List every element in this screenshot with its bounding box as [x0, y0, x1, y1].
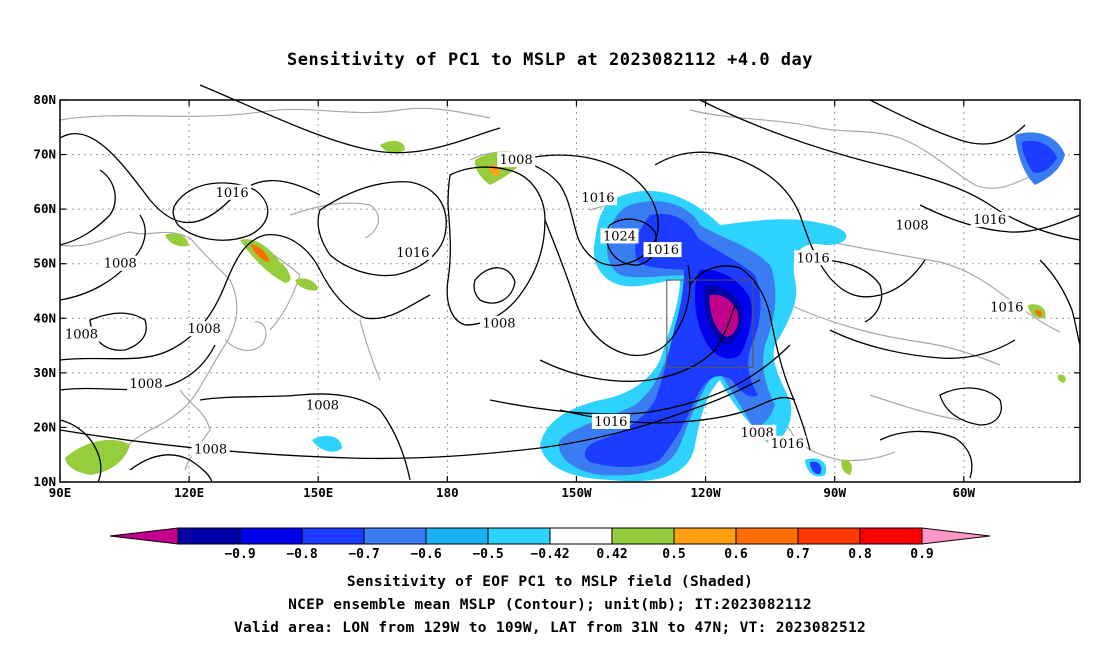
contour-label: 1016	[591, 413, 630, 430]
lon-tick-label: 150W	[561, 485, 592, 500]
svg-text:1008: 1008	[65, 328, 98, 343]
colorbar-box	[177, 527, 241, 545]
map-frame	[59, 99, 1081, 483]
contour-label: 1008	[497, 152, 536, 168]
svg-text:1016: 1016	[396, 246, 429, 261]
colorbar-box	[611, 527, 675, 545]
colorbar-max-triangle	[921, 527, 991, 545]
svg-text:1008: 1008	[500, 153, 533, 168]
svg-text:1016: 1016	[990, 300, 1023, 315]
colorbar-label: −0.8	[286, 547, 317, 562]
colorbar-box	[487, 527, 551, 545]
lat-tick-label: 10N	[33, 474, 56, 489]
colorbar-label: −0.7	[348, 547, 379, 562]
lat-tick-label: 20N	[33, 419, 56, 434]
svg-text:1016: 1016	[973, 213, 1006, 228]
lon-tick-label: 60W	[953, 485, 976, 500]
lon-tick-label: 150E	[303, 485, 333, 500]
contour-label: 1016	[213, 184, 252, 201]
colorbar-label: −0.5	[472, 547, 503, 562]
contour-label: 1016	[578, 190, 617, 206]
contour-label: 1008	[479, 315, 518, 332]
valid-area-box	[666, 279, 754, 368]
colorbar-box	[549, 527, 613, 545]
svg-text:1016: 1016	[771, 437, 804, 452]
caption-line-3: Valid area: LON from 129W to 109W, LAT f…	[233, 620, 867, 636]
colorbar-box	[363, 527, 427, 545]
colorbar-label: 0.9	[910, 547, 933, 562]
contour-label: 1008	[185, 321, 224, 337]
coastlines	[59, 107, 1061, 471]
lat-tick-label: 50N	[33, 256, 56, 271]
lon-tick-label: 90E	[49, 485, 72, 500]
plot-title: Sensitivity of PC1 to MSLP at 2023082112…	[286, 50, 813, 70]
contour-label: 1008	[893, 217, 932, 234]
lat-tick-label: 80N	[33, 92, 56, 107]
colorbar-label: 0.8	[848, 547, 872, 562]
lon-tick-label: 90W	[823, 485, 846, 500]
colorbar-label: 0.6	[724, 547, 748, 562]
colorbar-labels: −0.9 −0.8 −0.7 −0.6 −0.5 −0.42 0.42 0.5 0.6 0.7 0.…	[224, 547, 933, 562]
contour-label: 1008	[191, 441, 230, 457]
svg-text:1016: 1016	[594, 415, 627, 430]
contour-label: 1008	[738, 424, 777, 441]
lat-tick-label: 40N	[33, 310, 56, 325]
contour-label: 1008	[62, 326, 101, 343]
contour-label: 1016	[393, 244, 432, 261]
lat-tick-label: 60N	[33, 201, 56, 216]
svg-text:1008: 1008	[741, 426, 774, 441]
colorbar-box	[859, 527, 923, 545]
colorbar-label: 0.5	[662, 547, 685, 562]
contour-label: 1024	[600, 228, 639, 244]
contour-label: 1016	[768, 435, 807, 452]
lon-tick-label: 120E	[174, 485, 204, 500]
colorbar-label: −0.42	[530, 547, 569, 562]
contour-label: 1008	[303, 397, 342, 414]
caption-line-1: Sensitivity of EOF PC1 to MSLP field (Sh…	[346, 574, 754, 590]
colorbar-box	[673, 527, 737, 545]
svg-text:1016: 1016	[581, 191, 614, 206]
svg-text:1008: 1008	[482, 317, 515, 332]
contour-label: 1008	[101, 255, 140, 272]
svg-text:1008: 1008	[130, 377, 163, 392]
lon-tick-label: 120W	[691, 485, 722, 500]
contour-label: 1008	[127, 375, 166, 392]
contour-label: 1016	[794, 250, 833, 266]
svg-text:1016: 1016	[216, 186, 249, 201]
colorbar-label: −0.9	[224, 547, 255, 562]
colorbar	[109, 527, 991, 545]
svg-text:1016: 1016	[646, 243, 679, 258]
lat-tick-label: 70N	[33, 147, 56, 162]
mslp-contours	[59, 84, 1081, 483]
contour-label: 1016	[970, 212, 1009, 228]
colorbar-box	[735, 527, 799, 545]
sensitivity-shading	[65, 132, 1066, 482]
contour-label: 1016	[987, 299, 1026, 315]
colorbar-label: −0.6	[410, 547, 441, 562]
colorbar-box	[301, 527, 365, 545]
colorbar-box	[425, 527, 489, 545]
svg-text:1008: 1008	[188, 322, 221, 337]
svg-text:1008: 1008	[306, 399, 339, 414]
lat-tick-label: 30N	[33, 365, 56, 380]
axis-ticks	[59, 99, 1080, 483]
colorbar-min-triangle	[109, 527, 179, 545]
lon-tick-label: 180	[436, 485, 459, 500]
svg-text:1024: 1024	[603, 229, 636, 244]
colorbar-label: 0.42	[596, 547, 627, 562]
colorbar-box	[797, 527, 861, 545]
contour-label: 1016	[643, 242, 682, 258]
colorbar-box	[239, 527, 303, 545]
svg-text:1008: 1008	[896, 219, 929, 234]
caption-line-2: NCEP ensemble mean MSLP (Contour); unit(…	[288, 597, 812, 613]
colorbar-label: 0.7	[786, 547, 809, 562]
svg-text:1008: 1008	[194, 442, 227, 457]
svg-text:1008: 1008	[104, 257, 137, 272]
svg-text:1016: 1016	[797, 251, 830, 266]
